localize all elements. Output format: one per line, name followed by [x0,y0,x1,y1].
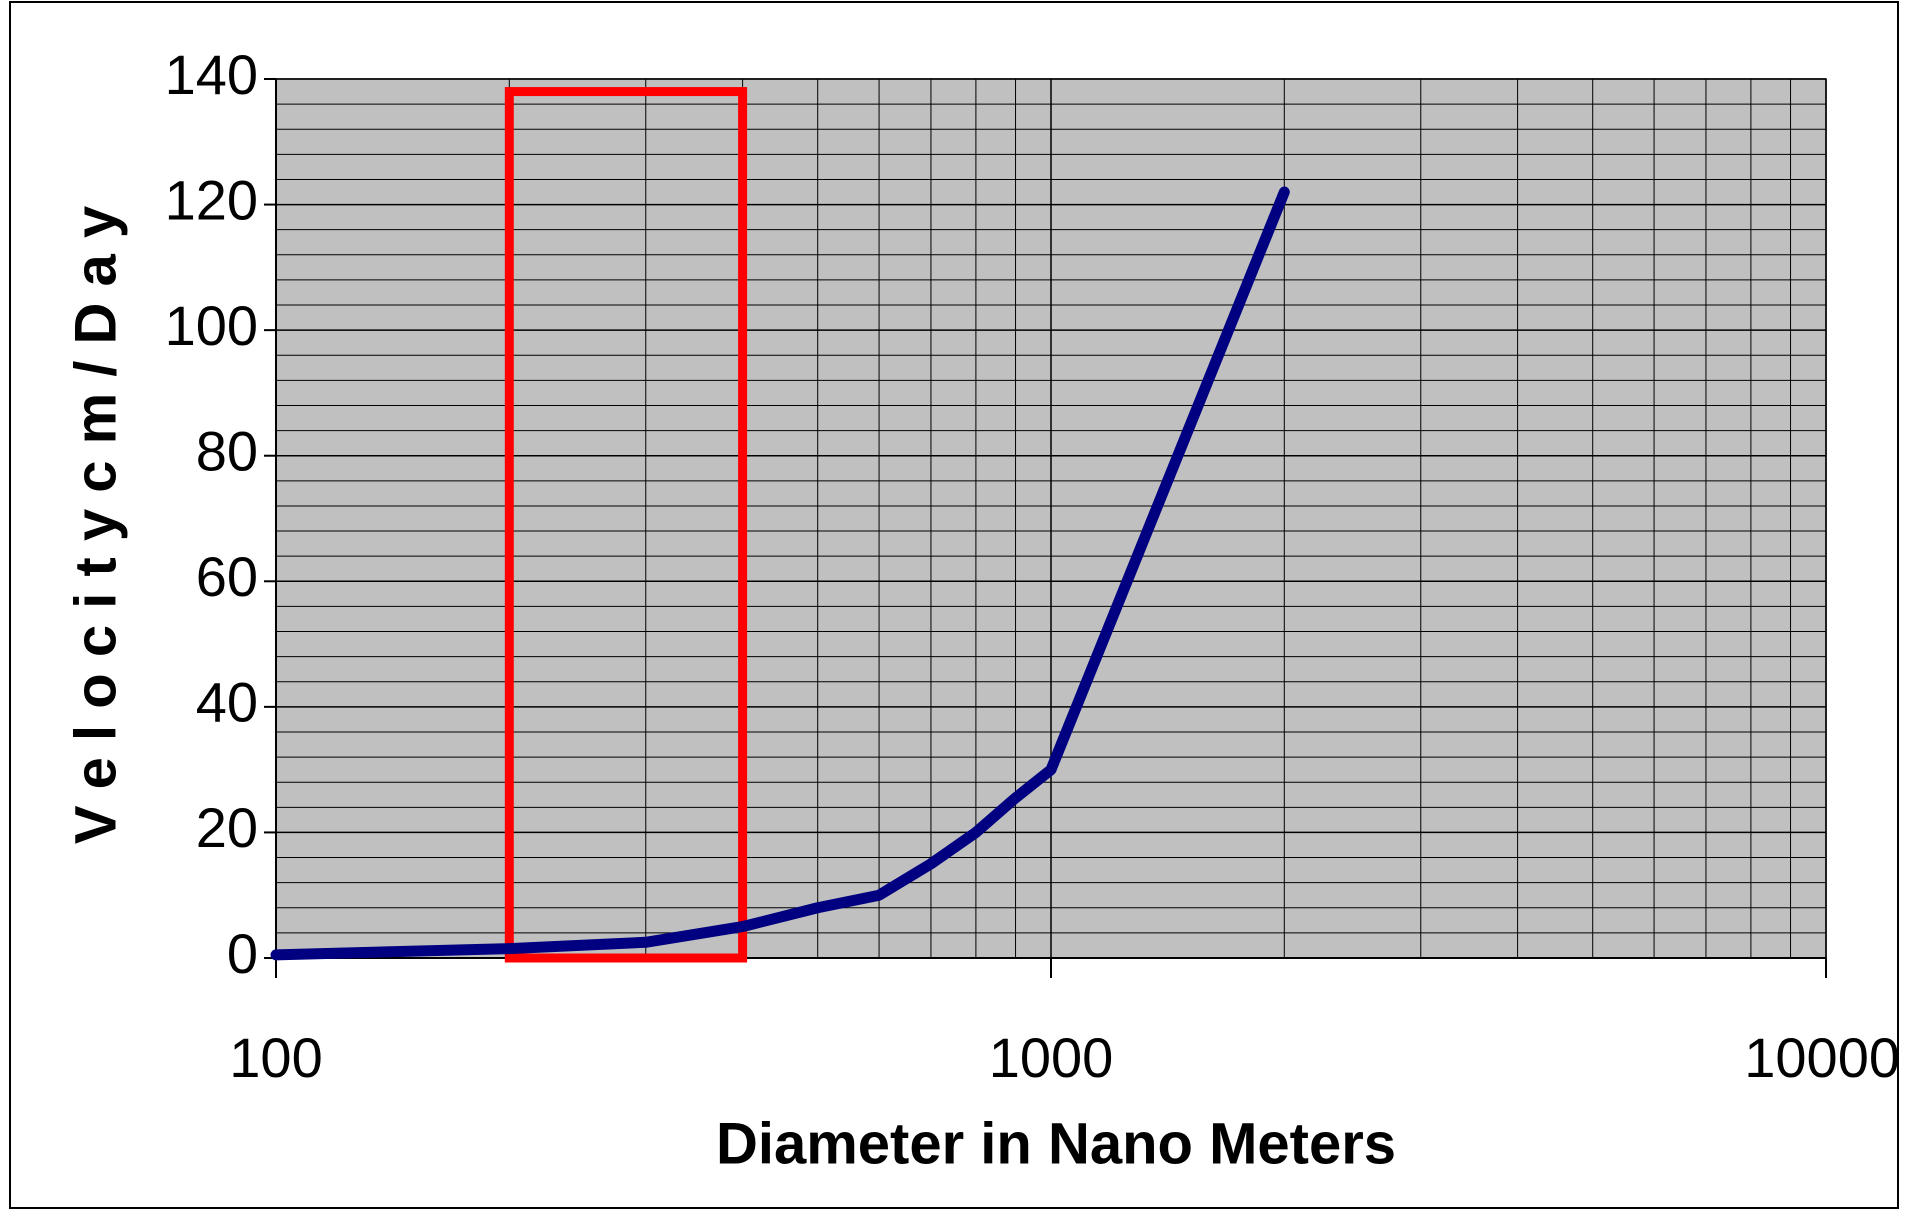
data-line [270,186,1290,961]
y-tick-label: 80 [196,420,258,483]
x-axis-title: Diameter in Nano Meters [716,1111,1396,1176]
y-tick-label: 100 [165,294,258,357]
x-tick-label: 1000 [989,1026,1114,1089]
highlight-box [504,87,748,963]
y-tick-label: 60 [196,545,258,608]
x-tick-label: 10000 [1744,1026,1900,1089]
frame [9,1,1899,1209]
x-tick-label: 100 [229,1026,322,1089]
y-tick-label: 20 [196,796,258,859]
y-tick-label: 40 [196,671,258,734]
y-tick-label: 140 [165,43,258,106]
y-tick-label: 0 [227,922,258,985]
y-axis-title: V e l o c i t y c m / D a y [63,206,128,844]
y-tick-label: 120 [165,168,258,231]
